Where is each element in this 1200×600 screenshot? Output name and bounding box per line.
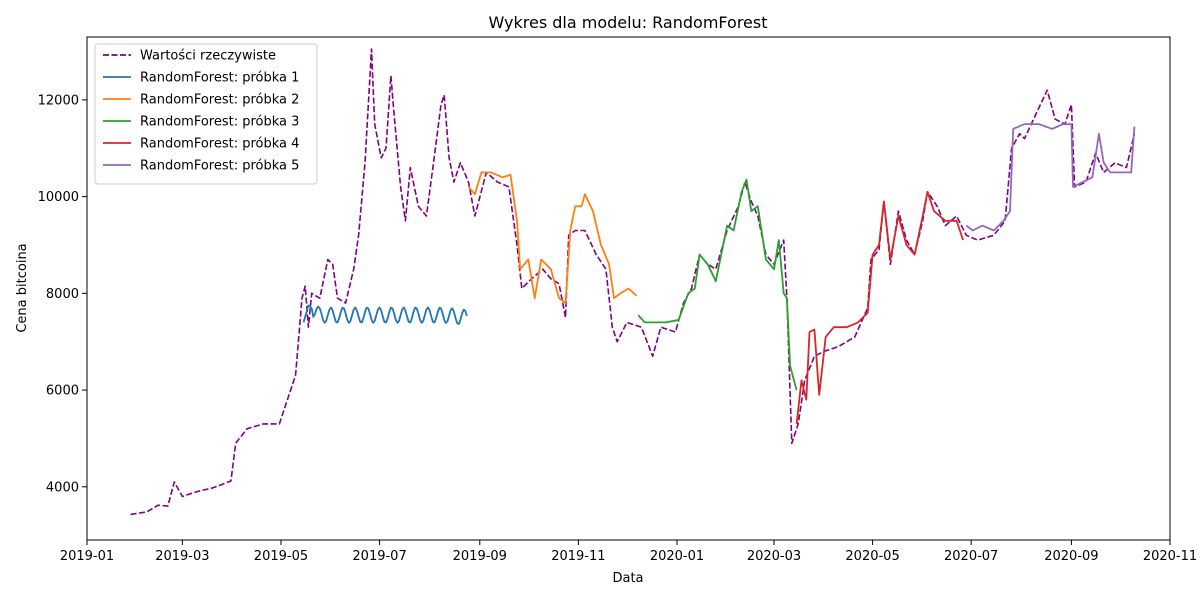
x-axis-label: Data: [612, 571, 643, 586]
y-tick-label: 12000: [38, 93, 79, 108]
legend-entry-label: RandomForest: próbka 5: [140, 159, 299, 174]
series-line-sample-3: [637, 178, 798, 391]
x-tick-label: 2020-05: [845, 549, 899, 564]
legend-entry-label: RandomForest: próbka 4: [140, 137, 299, 152]
series-line-sample-2: [467, 171, 638, 304]
legend-entry-label: RandomForest: próbka 1: [140, 71, 299, 86]
x-tick-label: 2019-11: [551, 549, 605, 564]
y-axis: 4000 6000 8000 10000 12000: [38, 93, 87, 495]
series-line-sample-1: [302, 304, 468, 325]
x-tick-label: 2020-07: [944, 549, 998, 564]
x-tick-label: 2020-01: [650, 549, 704, 564]
y-axis-label: Cena bitcoina: [15, 243, 30, 332]
x-tick-label: 2019-07: [352, 549, 406, 564]
legend: Wartości rzeczywiste RandomForest: próbka…: [94, 43, 318, 185]
chart-title: Wykres dla modelu: RandomForest: [488, 13, 767, 32]
plot-area-frame: [86, 36, 1171, 541]
x-tick-label: 2019-01: [60, 549, 114, 564]
legend-box: [94, 43, 318, 185]
series-line-actual: [130, 48, 1136, 516]
x-tick-label: 2019-09: [453, 549, 507, 564]
x-tick-label: 2019-03: [155, 549, 209, 564]
legend-entry-label: Wartości rzeczywiste: [140, 49, 276, 64]
y-tick-label: 10000: [38, 190, 79, 205]
y-tick-label: 8000: [46, 287, 79, 302]
x-tick-label: 2020-11: [1143, 549, 1197, 564]
series-layer: [130, 48, 1136, 516]
x-tick-label: 2020-09: [1044, 549, 1098, 564]
y-tick-label: 6000: [46, 384, 79, 399]
x-tick-label: 2020-03: [747, 549, 801, 564]
legend-entry-label: RandomForest: próbka 3: [140, 115, 299, 130]
series-line-sample-4: [795, 190, 964, 425]
y-tick-label: 4000: [46, 480, 79, 495]
legend-entry-label: RandomForest: próbka 2: [140, 93, 299, 108]
x-tick-label: 2019-05: [254, 549, 308, 564]
series-line-sample-5: [965, 123, 1136, 232]
x-axis: 2019-01 2019-03 2019-05 2019-07 2019-09 2019-…: [60, 540, 1197, 564]
